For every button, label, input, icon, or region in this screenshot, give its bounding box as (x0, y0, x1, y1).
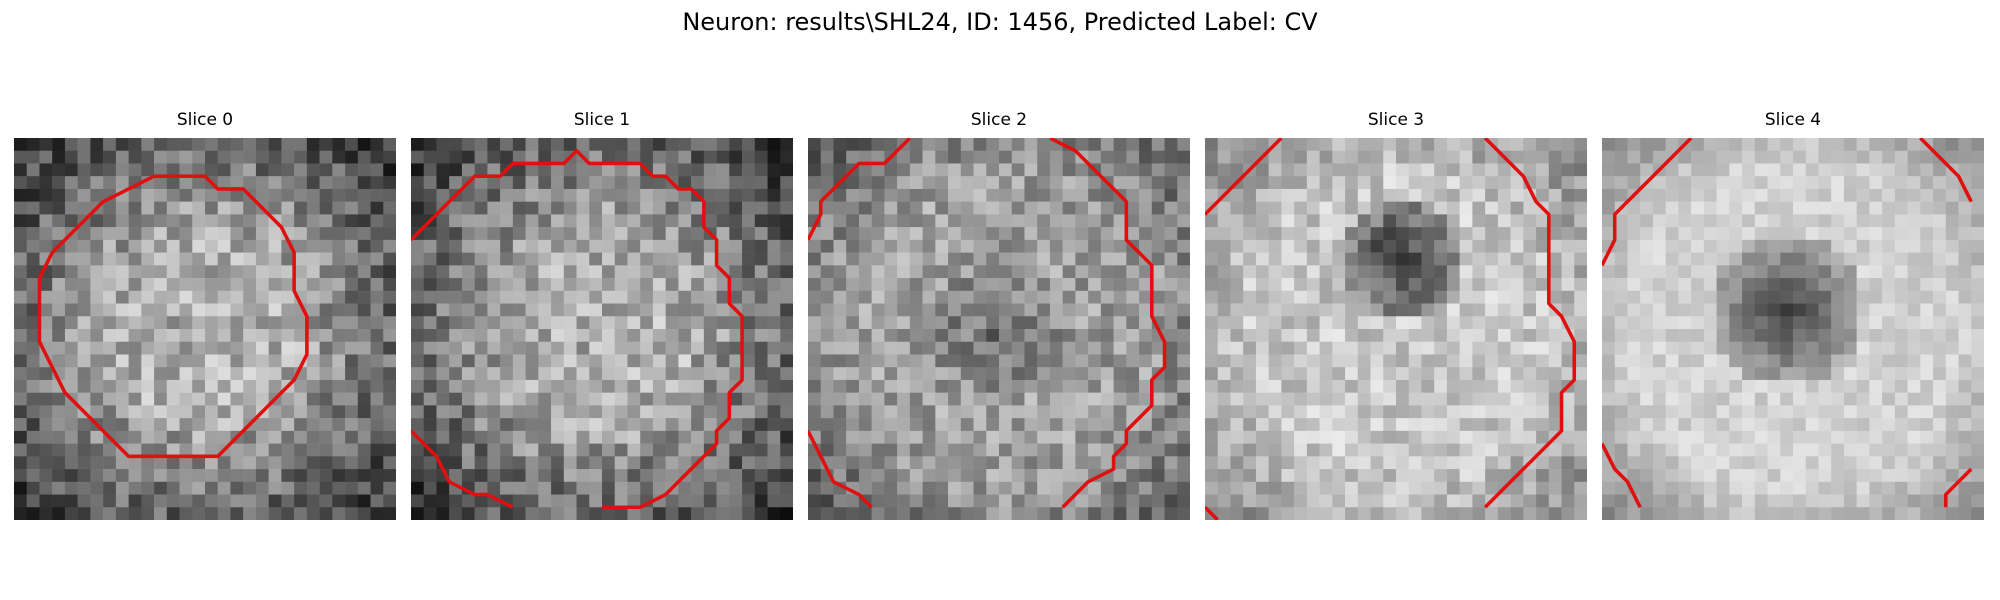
contour-line (1205, 138, 1283, 216)
contour-line (1944, 467, 1973, 508)
contour-line (808, 430, 873, 509)
contour-line (1483, 138, 1577, 509)
contour-line (1049, 138, 1167, 509)
slice-title: Slice 1 (573, 110, 631, 130)
slice-panel-1: Slice 1 (411, 110, 793, 520)
slice-image (808, 138, 1190, 520)
contour-line (1919, 138, 1973, 203)
slice-title: Slice 0 (176, 110, 234, 130)
contour-line (1205, 506, 1219, 520)
slice-panel-2: Slice 2 (808, 110, 1190, 520)
contour-line (808, 138, 912, 241)
slice-panel-3: Slice 3 (1205, 110, 1587, 520)
figure-title: Neuron: results\SHL24, ID: 1456, Predict… (682, 8, 1318, 36)
contour-line (1602, 442, 1642, 509)
slice-title: Slice 2 (970, 110, 1028, 130)
slice-title: Slice 4 (1764, 110, 1822, 130)
slice-image (1602, 138, 1984, 520)
contour-line (1602, 138, 1693, 267)
slice-image (411, 138, 793, 520)
slice-image (14, 138, 396, 520)
slice-image (1205, 138, 1587, 520)
contour-line (411, 148, 744, 510)
slice-panel-0: Slice 0 (14, 110, 396, 520)
slice-title: Slice 3 (1367, 110, 1425, 130)
contour-line (37, 174, 309, 459)
contour-line (411, 429, 514, 509)
slice-panel-4: Slice 4 (1602, 110, 1984, 520)
